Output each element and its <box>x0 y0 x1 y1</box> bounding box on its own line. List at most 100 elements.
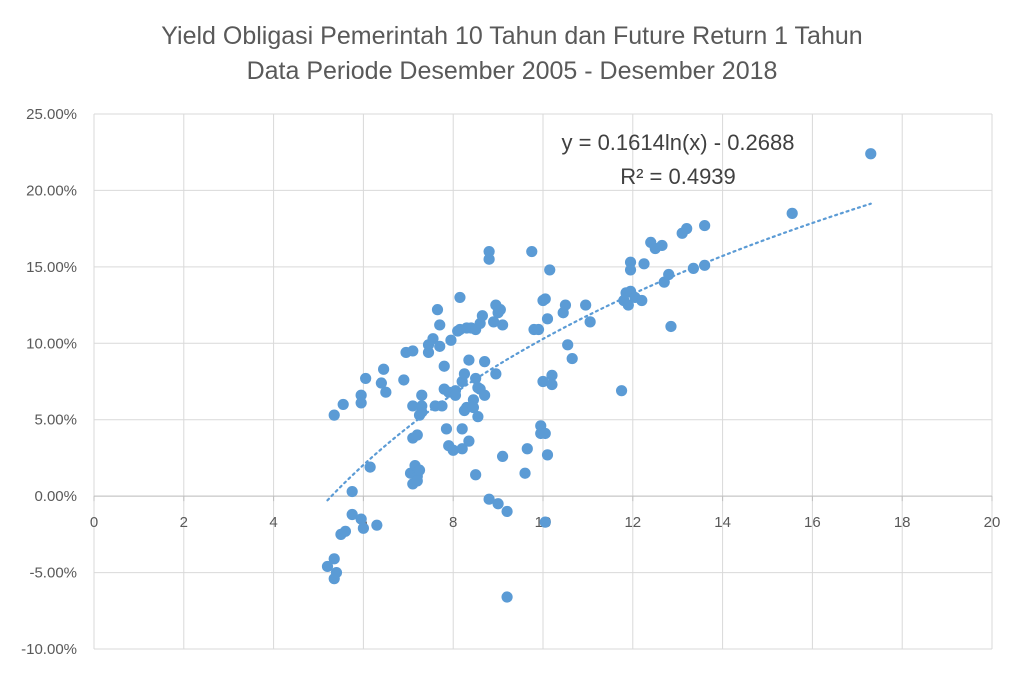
data-point <box>699 219 711 232</box>
x-tick-label: 4 <box>269 514 277 531</box>
data-point <box>407 345 419 357</box>
data-point <box>483 245 495 258</box>
trendline-equation: y = 0.1614ln(x) - 0.2688 R² = 0.4939 <box>562 130 795 189</box>
data-point <box>624 264 637 276</box>
gridlines <box>93 113 993 650</box>
data-point <box>360 372 372 385</box>
data-point <box>463 435 475 447</box>
data-point <box>537 294 549 307</box>
data-point <box>355 513 367 525</box>
y-tick-label: -10.00% <box>21 641 77 658</box>
data-point <box>470 469 482 481</box>
y-tick-label: 15.00% <box>26 259 77 276</box>
data-point <box>636 294 648 307</box>
data-point <box>470 372 482 385</box>
data-point <box>539 516 551 528</box>
data-point <box>380 386 392 398</box>
data-points <box>321 148 877 603</box>
data-point <box>339 525 352 537</box>
data-point <box>449 389 462 401</box>
data-point <box>546 369 558 381</box>
data-point <box>407 400 419 412</box>
x-tick-label: 16 <box>804 514 821 531</box>
data-point <box>532 323 545 336</box>
data-point <box>364 461 376 473</box>
y-tick-label: 25.00% <box>26 106 77 123</box>
data-point <box>476 310 488 322</box>
data-point <box>663 268 675 281</box>
y-tick-label: -5.00% <box>29 565 77 582</box>
x-tick-label: 18 <box>894 514 911 531</box>
data-point <box>519 467 531 479</box>
trendline-r2-label: R² = 0.4939 <box>620 164 736 189</box>
x-tick-label: 20 <box>984 514 1001 531</box>
data-point <box>431 304 444 316</box>
data-point <box>355 389 367 401</box>
data-point <box>615 385 628 397</box>
x-tick-label: 8 <box>449 514 457 531</box>
data-point <box>463 354 475 366</box>
data-point <box>699 259 711 271</box>
data-point <box>638 258 650 270</box>
data-point <box>479 389 491 401</box>
data-point <box>865 148 877 160</box>
data-point <box>544 264 556 276</box>
data-point <box>521 443 533 455</box>
data-point <box>371 519 383 531</box>
data-point <box>483 493 495 505</box>
data-point <box>330 566 343 579</box>
data-point <box>346 485 358 498</box>
data-point <box>411 429 423 441</box>
y-tick-label: 10.00% <box>26 335 77 352</box>
data-point <box>494 304 506 316</box>
data-point <box>398 374 410 386</box>
data-point <box>454 291 466 304</box>
y-tick-label: 5.00% <box>34 412 77 429</box>
data-point <box>681 223 693 235</box>
data-point <box>786 207 798 219</box>
data-point <box>665 320 677 333</box>
data-point <box>467 401 480 414</box>
data-point <box>501 505 513 518</box>
data-point <box>328 409 340 421</box>
data-point <box>375 377 387 389</box>
chart-title: Yield Obligasi Pemerintah 10 Tahun dan F… <box>161 22 863 50</box>
data-point <box>434 319 446 331</box>
data-point <box>434 340 446 352</box>
y-tick-labels: -10.00% -5.00% 0.00% 5.00% 10.00% 15.00% 20.00… <box>21 106 77 658</box>
data-point <box>445 334 457 346</box>
data-point <box>501 591 513 603</box>
data-point <box>488 316 500 328</box>
data-point <box>440 423 453 435</box>
data-point <box>539 427 551 440</box>
axes <box>93 495 993 502</box>
data-point <box>357 522 369 534</box>
data-point <box>413 464 426 476</box>
data-point <box>456 423 468 435</box>
x-tick-label: 12 <box>624 514 641 531</box>
data-point <box>546 378 558 391</box>
data-point <box>526 245 538 258</box>
x-tick-label: 0 <box>90 514 98 531</box>
data-point <box>447 444 459 456</box>
data-point <box>438 360 450 372</box>
data-point <box>321 560 334 573</box>
data-point <box>566 352 578 365</box>
y-tick-label: 0.00% <box>34 488 77 505</box>
data-point <box>541 313 554 325</box>
data-point <box>490 368 502 380</box>
data-point <box>541 449 554 461</box>
data-point <box>479 356 491 368</box>
data-point <box>496 319 509 331</box>
data-point <box>656 239 668 252</box>
x-tick-label: 2 <box>180 514 188 531</box>
data-point <box>456 443 468 455</box>
data-point <box>337 398 349 411</box>
data-point <box>622 299 634 311</box>
data-point <box>346 508 358 521</box>
data-point <box>416 389 428 401</box>
chart-subtitle: Data Periode Desember 2005 - Desember 20… <box>246 57 778 85</box>
data-point <box>472 411 484 423</box>
